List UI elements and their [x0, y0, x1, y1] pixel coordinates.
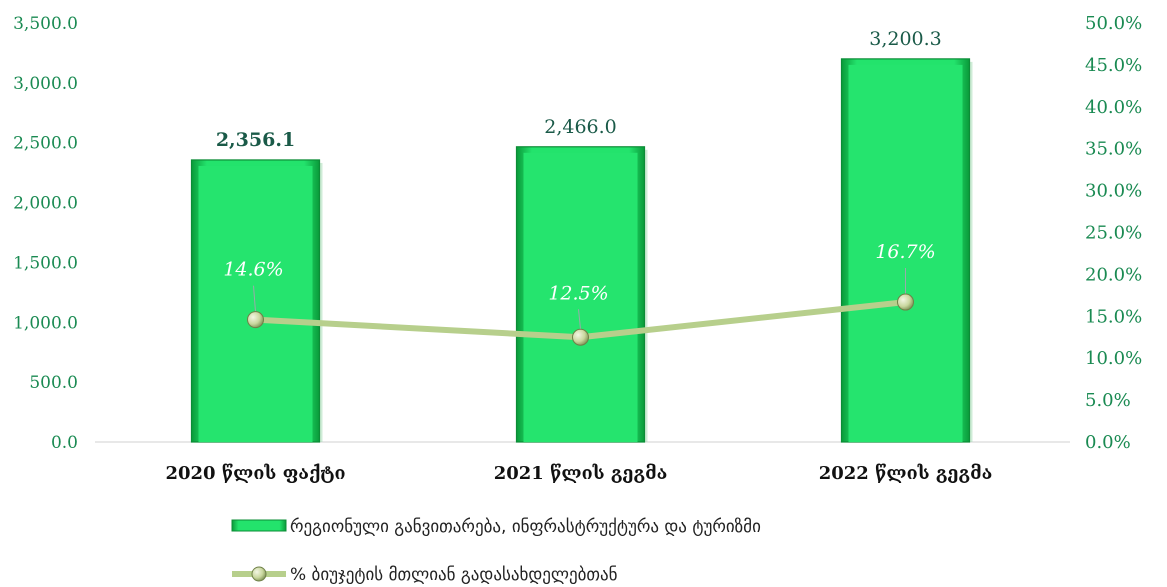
bar-face [198, 165, 313, 443]
leader-line [253, 285, 256, 312]
right-tick-label: 35.0% [1085, 139, 1142, 160]
right-tick-label: 10.0% [1085, 348, 1142, 369]
right-tick-label: 0.0% [1085, 432, 1131, 453]
percent-data-label: 12.5% [548, 282, 608, 304]
right-tick-label: 40.0% [1085, 97, 1142, 118]
bars [190, 58, 973, 443]
left-tick-label: 2,000.0 [13, 194, 78, 214]
bar-data-label: 2,466.0 [544, 116, 617, 138]
right-tick-label: 20.0% [1085, 264, 1142, 285]
left-tick-label: 0.0 [51, 433, 78, 453]
leader-line [578, 309, 581, 330]
legend: რეგიონული განვითარება, ინფრასტრუქტურა და… [231, 517, 761, 585]
percent-line: 14.6% 12.5% 16.7% [223, 241, 936, 346]
percent-data-label: 16.7% [875, 241, 935, 263]
line-marker [247, 311, 264, 329]
line-marker [897, 293, 914, 311]
right-tick-label: 50.0% [1085, 13, 1142, 34]
right-tick-label: 25.0% [1085, 223, 1142, 244]
bar-face [848, 64, 963, 443]
legend-line-marker [251, 566, 267, 582]
bar-data-label: 2,356.1 [216, 129, 295, 151]
bar-data-label: 3,200.3 [869, 28, 942, 50]
right-tick-label: 15.0% [1085, 306, 1142, 327]
left-tick-label: 500.0 [29, 373, 78, 393]
left-tick-label: 3,500.0 [13, 14, 78, 34]
left-axis-ticks: 0.0 500.0 1,000.0 1,500.0 2,000.0 2,500.0 3,00… [13, 14, 78, 453]
category-labels: 2020 წლის ფაქტი 2021 წლის გეგმა 2022 წლის … [165, 463, 992, 484]
category-label: 2021 წლის გეგმა [494, 463, 668, 484]
legend-bar-label: რეგიონული განვითარება, ინფრასტრუქტურა და… [290, 517, 761, 537]
legend-bar-swatch [231, 519, 287, 532]
left-tick-label: 1,000.0 [13, 313, 78, 333]
bar-face [523, 152, 638, 442]
percent-data-label: 14.6% [223, 259, 283, 281]
right-tick-label: 30.0% [1085, 181, 1142, 202]
bar-data-labels: 2,356.1 2,466.0 3,200.3 [216, 28, 942, 151]
left-tick-label: 2,500.0 [13, 134, 78, 154]
legend-line-label: % ბიუჯეტის მთლიან გადასახდელებთან [290, 565, 618, 585]
right-axis-ticks: 0.0% 5.0% 10.0% 15.0% 20.0% 25.0% 30.0% 35.0% 40… [1085, 13, 1142, 453]
left-tick-label: 3,000.0 [13, 74, 78, 94]
category-label: 2020 წლის ფაქტი [165, 463, 345, 484]
left-tick-label: 1,500.0 [13, 253, 78, 273]
line-marker [572, 328, 589, 346]
category-label: 2022 წლის გეგმა [819, 463, 993, 484]
right-tick-label: 45.0% [1085, 55, 1142, 76]
right-tick-label: 5.0% [1085, 390, 1131, 411]
